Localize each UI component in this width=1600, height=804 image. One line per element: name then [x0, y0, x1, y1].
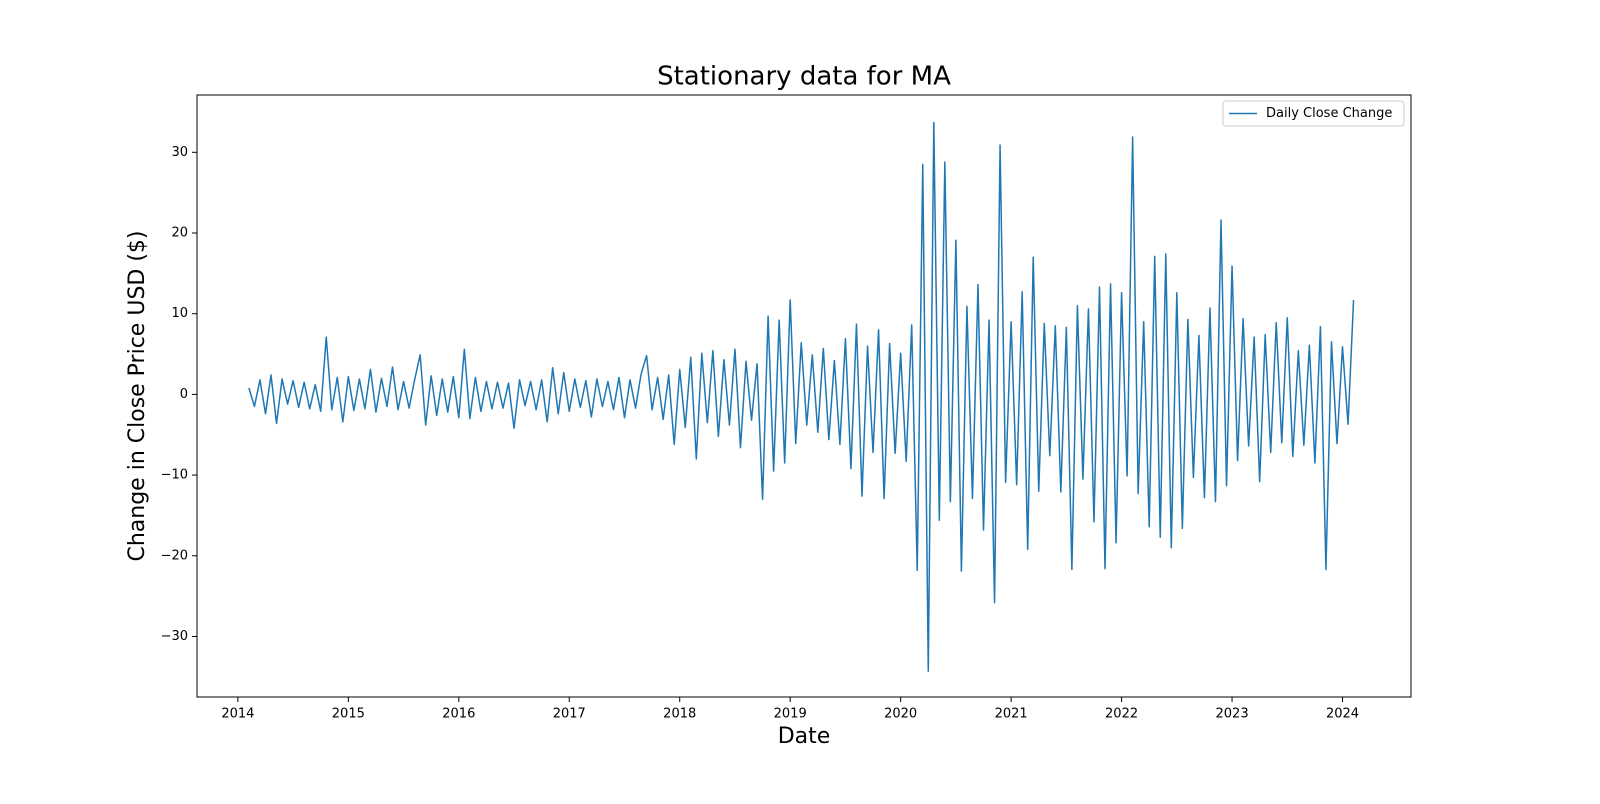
y-tick-label: −30	[161, 629, 188, 644]
series-line	[248, 121, 1355, 672]
x-tick-label: 2020	[884, 707, 917, 722]
y-tick-label: −10	[161, 468, 188, 483]
y-tick-label: 30	[171, 145, 188, 160]
x-tick-label: 2024	[1326, 707, 1359, 722]
x-tick-label: 2016	[442, 707, 475, 722]
y-tick-label: 0	[180, 387, 188, 402]
x-tick-label: 2018	[663, 707, 696, 722]
y-tick-label: 20	[171, 225, 188, 240]
y-tick-label: 10	[171, 306, 188, 321]
x-tick-label: 2015	[332, 707, 365, 722]
x-tick-label: 2022	[1105, 707, 1138, 722]
x-tick-label: 2019	[774, 707, 807, 722]
x-tick-label: 2021	[995, 707, 1028, 722]
x-tick-label: 2023	[1216, 707, 1249, 722]
legend-label: Daily Close Change	[1266, 106, 1392, 121]
x-tick-label: 2017	[553, 707, 586, 722]
chart-title: Stationary data for MA	[657, 62, 951, 92]
x-axis-label: Date	[778, 724, 831, 749]
y-tick-label: −20	[161, 548, 188, 563]
plot-frame	[196, 94, 1412, 698]
x-tick-label: 2014	[221, 707, 254, 722]
y-axis-label: Change in Close Price USD ($)	[125, 230, 150, 561]
legend-box	[1222, 100, 1405, 127]
